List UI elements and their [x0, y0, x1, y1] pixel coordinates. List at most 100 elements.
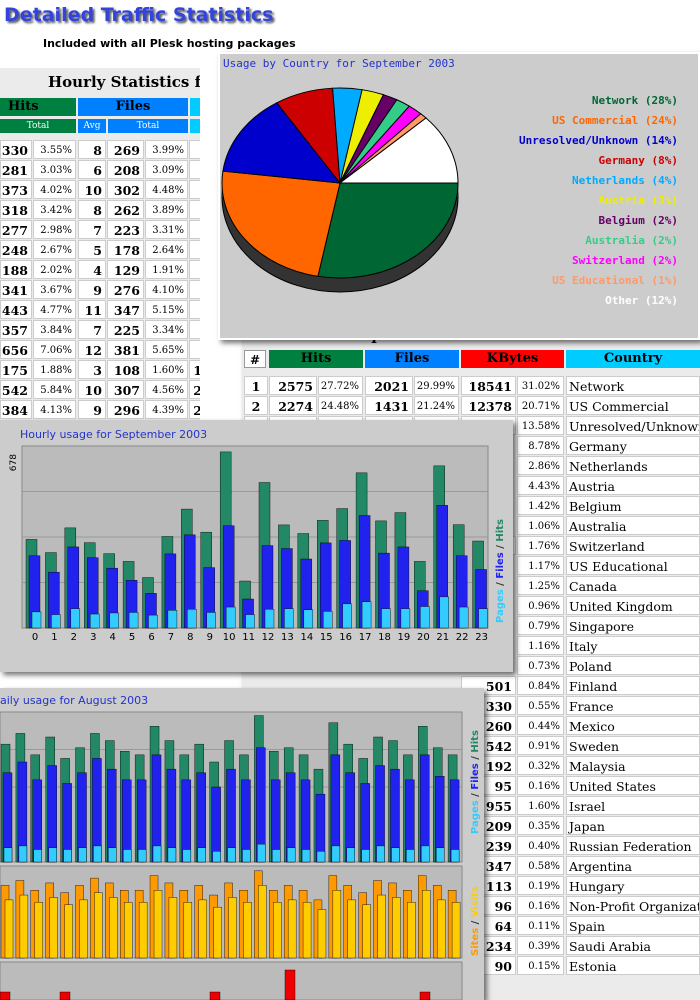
bar-pages: [245, 614, 255, 629]
bar-sites: [153, 890, 163, 959]
bar-pages: [225, 606, 236, 629]
bar-pages: [435, 847, 445, 863]
page-subtitle: Included with all Plesk hosting packages: [43, 37, 296, 50]
next-column-cell: [189, 280, 200, 299]
table-row: 281 3.03% 6 208 3.09%: [0, 160, 200, 180]
hits-cell: 341: [0, 280, 32, 299]
hits-percent-cell: 5.84%: [33, 380, 76, 399]
country-name-cell: France: [566, 696, 700, 715]
bar-pages: [109, 612, 119, 629]
x-tick-label: 11: [242, 632, 255, 643]
country-name-header: Country: [566, 350, 700, 368]
table-row: 501 0.84% Finland: [242, 676, 700, 696]
files-cell: 223: [107, 220, 144, 239]
country-name-cell: Sweden: [566, 736, 700, 755]
legend-item: US Commercial (24%): [552, 114, 678, 127]
bar-sites: [79, 899, 88, 959]
x-tick-label: 14: [300, 632, 313, 643]
table-row: 2 2274 24.48% 1431 21.24% 12378 20.71% US Comme…: [242, 396, 700, 416]
files-avg-cell: 8: [78, 200, 106, 219]
country-kbytes-percent-cell: 31.02%: [517, 376, 564, 395]
hourly-statistics-window: Hourly Statistics for S Hits Files Total…: [0, 68, 200, 420]
country-kbytes-percent-cell: 0.40%: [517, 836, 564, 855]
bar-pages: [284, 608, 294, 629]
country-kbytes-percent-cell: 0.55%: [517, 696, 564, 715]
country-name-cell: Estonia: [566, 956, 700, 975]
x-tick-label: 20: [417, 632, 430, 643]
bar-pages: [197, 847, 206, 863]
bar-kbytes: [59, 991, 71, 1000]
pie-slice-other: [338, 117, 459, 184]
table-row: 260 0.44% Mexico: [242, 716, 700, 736]
hits-percent-cell: 1.88%: [33, 360, 76, 379]
country-kbytes-percent-cell: 0.16%: [517, 776, 564, 795]
table-row: 277 2.98% 7 223 3.31%: [0, 220, 200, 240]
files-percent-cell: 4.39%: [145, 400, 188, 419]
legend-item: Other (12%): [605, 294, 678, 307]
country-kbytes-percent-cell: 0.84%: [517, 676, 564, 695]
hourly-statistics-title: Hourly Statistics for S: [48, 73, 200, 91]
hits-cell: 175: [0, 360, 32, 379]
bar-sites: [422, 890, 431, 959]
bar-pages: [272, 849, 281, 863]
hits-percent-cell: 7.06%: [33, 340, 76, 359]
files-percent-cell: 1.60%: [145, 360, 188, 379]
country-name-cell: Poland: [566, 656, 700, 675]
bar-pages: [152, 845, 162, 863]
files-avg-cell: 9: [78, 280, 106, 299]
files-cell: 108: [107, 360, 144, 379]
bar-pages: [346, 847, 355, 863]
bar-pages: [206, 612, 216, 629]
table-row: 175 1.88% 3 108 1.60% 1: [0, 360, 200, 380]
table-row: 248 2.67% 5 178 2.64%: [0, 240, 200, 260]
x-tick-label: 4: [109, 632, 115, 643]
bar-pages: [323, 611, 333, 629]
bar-pages: [123, 849, 132, 863]
country-files-percent-cell: 21.24%: [414, 396, 459, 415]
page-title: Detailed Traffic Statistics: [4, 4, 274, 26]
hits-percent-cell: 2.02%: [33, 260, 76, 279]
country-kbytes-percent-cell: 0.16%: [517, 896, 564, 915]
country-hits-header: Hits: [269, 350, 363, 368]
country-kbytes-percent-cell: 0.35%: [517, 816, 564, 835]
files-total-subheader: Total: [108, 119, 188, 133]
bar-pages: [167, 610, 178, 629]
table-row: 357 3.84% 7 225 3.34%: [0, 320, 200, 340]
country-name-cell: United Kingdom: [566, 596, 700, 615]
table-row: 188 2.02% 4 129 1.91%: [0, 260, 200, 280]
country-files-percent-cell: 29.99%: [414, 376, 459, 395]
country-name-cell: Singapore: [566, 616, 700, 635]
country-kbytes-percent-cell: 0.15%: [517, 956, 564, 975]
hits-cell: 373: [0, 180, 32, 199]
bar-pages: [342, 603, 352, 629]
legend-item: Germany (8%): [598, 154, 678, 167]
files-percent-cell: 3.31%: [145, 220, 188, 239]
files-header: Files: [78, 98, 188, 116]
x-tick-label: 16: [339, 632, 352, 643]
next-column-cell: [189, 340, 200, 359]
bar-pages: [257, 843, 266, 863]
bar-pages: [242, 849, 251, 863]
hits-percent-cell: 3.84%: [33, 320, 76, 339]
x-tick-label: 23: [475, 632, 488, 643]
table-row: 234 0.39% Saudi Arabia: [242, 936, 700, 956]
files-avg-cell: 3: [78, 360, 106, 379]
country-kbytes-percent-cell: 1.25%: [517, 576, 564, 595]
country-kbytes-percent-cell: 8.78%: [517, 436, 564, 455]
bar-pages: [187, 609, 197, 629]
bar-sites: [451, 902, 461, 959]
country-pie-window: Usage by Country for September 2003 Netw…: [218, 52, 700, 340]
hits-percent-cell: 4.13%: [33, 400, 76, 419]
files-avg-cell: 10: [78, 180, 106, 199]
x-tick-label: 2: [71, 632, 77, 643]
hits-cell: 188: [0, 260, 32, 279]
files-cell: 129: [107, 260, 144, 279]
country-hits-cell: 2274: [269, 396, 317, 415]
hits-percent-cell: 2.67%: [33, 240, 76, 259]
bar-sites: [124, 902, 133, 959]
bar-sites: [347, 899, 356, 959]
country-name-cell: Netherlands: [566, 456, 700, 475]
table-row: 341 3.67% 9 276 4.10%: [0, 280, 200, 300]
bar-kbytes: [209, 991, 221, 1000]
